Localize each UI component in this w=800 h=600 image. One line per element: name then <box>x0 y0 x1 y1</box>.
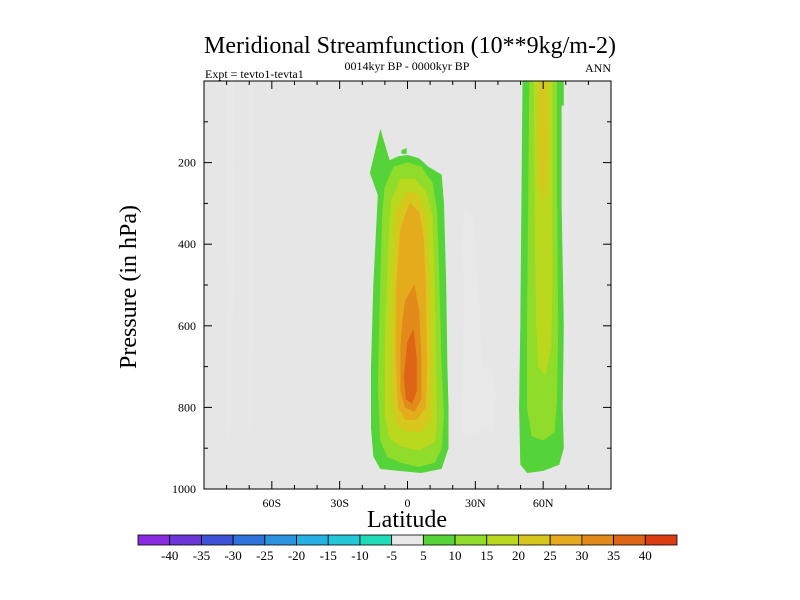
colorbar-label: -35 <box>193 548 210 563</box>
subtitle-left: Expt = tevto1-tevta1 <box>205 67 304 81</box>
contour-tropics-small-positive <box>401 147 407 154</box>
y-tick-label: 1000 <box>172 482 196 496</box>
colorbar-label: 15 <box>480 548 493 563</box>
colorbar-label: -40 <box>161 548 178 563</box>
colorbar-label: -5 <box>386 548 397 563</box>
y-tick-label: 600 <box>178 319 196 333</box>
chart-title: Meridional Streamfunction (10**9kg/m-2) <box>204 33 616 59</box>
x-tick-label: 60S <box>262 496 281 510</box>
contour-tropics-positive-35 <box>403 328 417 404</box>
colorbar-label: 40 <box>639 548 652 563</box>
contour-layer <box>226 80 569 474</box>
subtitle-center: 0014kyr BP - 0000kyr BP <box>345 59 470 73</box>
colorbar-label: 20 <box>512 548 525 563</box>
colorbar-swatch <box>359 534 393 546</box>
colorbar-swatch <box>201 534 234 546</box>
colorbar-swatch <box>613 534 646 546</box>
subtitle-right: ANN <box>585 61 611 75</box>
contour-nh-edge-negative <box>564 80 569 375</box>
contour-sh-high-lat-negative <box>226 80 234 441</box>
colorbar-swatch <box>518 534 551 546</box>
colorbar-swatch <box>454 534 488 546</box>
colorbar-label: 10 <box>449 548 462 563</box>
colorbar-label: 30 <box>575 548 588 563</box>
colorbar-label: -30 <box>224 548 241 563</box>
contour-nh-mid-lat-positive-20 <box>538 80 549 204</box>
colorbar-label: -25 <box>256 548 273 563</box>
colorbar-swatch <box>296 534 329 546</box>
colorbar-swatch <box>549 534 583 546</box>
colorbar-label: -10 <box>351 548 368 563</box>
contour-subtropics-negative <box>461 208 500 437</box>
x-tick-label: 60N <box>533 496 554 510</box>
colorbar-swatch <box>169 534 202 546</box>
contour-sh-high-lat-negative-2 <box>247 80 253 445</box>
colorbar-swatch <box>391 534 424 546</box>
colorbar-label: 35 <box>607 548 620 563</box>
x-axis-label: Latitude <box>367 507 447 533</box>
colorbar-swatch <box>137 534 171 546</box>
y-tick-label: 200 <box>178 156 196 170</box>
x-tick-label: 30S <box>330 496 349 510</box>
colorbar-swatch <box>581 534 614 546</box>
colorbar-label: 25 <box>544 548 557 563</box>
colorbar-swatch <box>264 534 297 546</box>
colorbar-label: -15 <box>320 548 337 563</box>
contour-nh-mid-lat-positive-15 <box>533 80 553 376</box>
y-axis-label: Pressure (in hPa) <box>116 205 142 369</box>
colorbar-label: -20 <box>288 548 305 563</box>
y-tick-label: 800 <box>178 400 196 414</box>
contour-nh-edge-positive <box>559 80 564 106</box>
x-tick-label: 0 <box>405 496 411 510</box>
y-tick-label: 400 <box>178 237 196 251</box>
axis-ticks: 60S 30S 0 30N 60N 200 400 600 800 1000 <box>172 81 611 510</box>
colorbar-swatch <box>486 534 519 546</box>
colorbar-label: 5 <box>420 548 427 563</box>
colorbar-swatch <box>644 534 678 546</box>
colorbar: -40 -35 -30 -25 -20 -15 -10 -5 5 10 15 20 25 30 35 40 <box>137 534 678 563</box>
colorbar-swatch <box>232 534 266 546</box>
colorbar-swatch <box>327 534 361 546</box>
x-tick-label: 30N <box>465 496 486 510</box>
colorbar-swatch <box>422 534 456 546</box>
